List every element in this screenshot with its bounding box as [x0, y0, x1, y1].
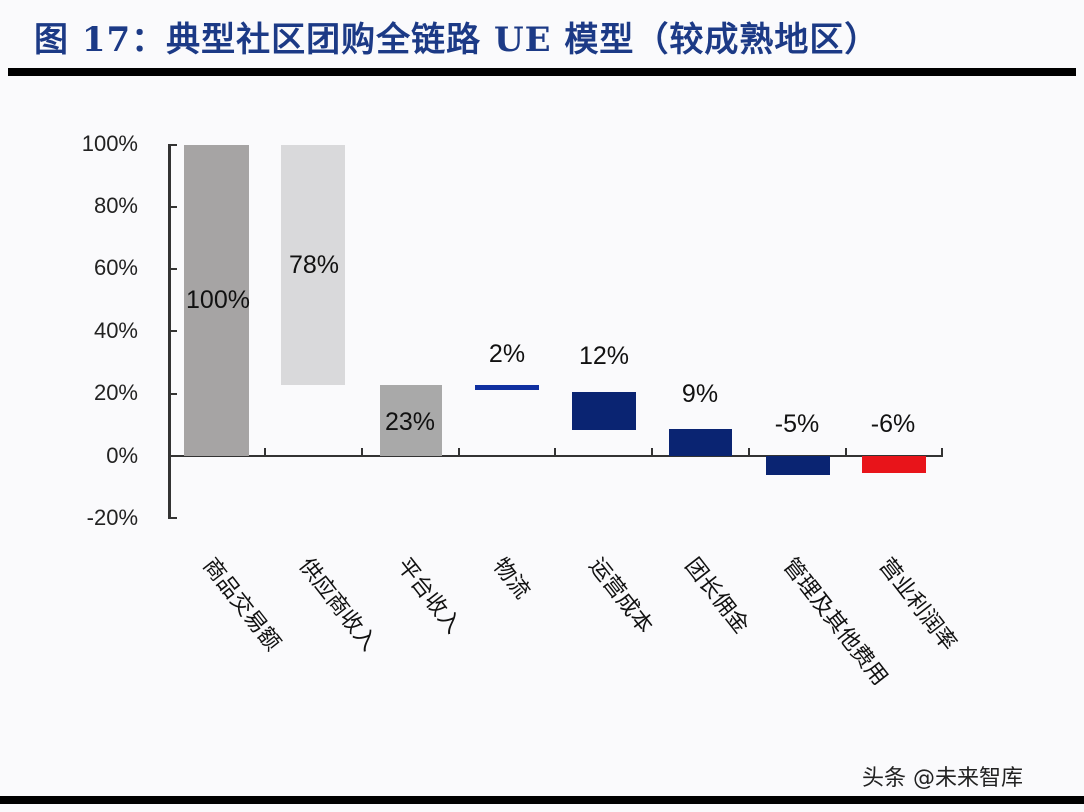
value-label: -5%: [774, 410, 820, 438]
category-label: 营业利润率: [873, 553, 962, 656]
category-label: 商品交易额: [197, 553, 286, 656]
bar-supplier-revenue: [281, 145, 345, 385]
bar-logistics: [475, 385, 539, 390]
y-tick-label: 40%: [93, 318, 138, 343]
y-tick-label: 60%: [93, 255, 138, 280]
value-label: 2%: [488, 340, 526, 368]
y-tick-label: 20%: [93, 380, 138, 405]
x-axis: [168, 455, 943, 457]
value-label: 78%: [288, 251, 340, 279]
y-tick: [168, 206, 177, 208]
y-tick-label: 80%: [93, 193, 138, 218]
y-tick-label: 0%: [106, 443, 138, 468]
category-label: 团长佣金: [679, 553, 754, 639]
x-tick: [458, 448, 460, 456]
y-tick: [168, 268, 177, 270]
bar-gmv: [184, 145, 249, 456]
value-label: 100%: [186, 286, 250, 314]
value-label: 12%: [578, 342, 630, 370]
title-divider: [8, 68, 1076, 76]
y-tick: [168, 517, 177, 519]
x-tick: [941, 448, 943, 456]
y-tick: [168, 144, 177, 146]
x-tick: [264, 448, 266, 456]
y-tick-label: 100%: [81, 131, 138, 156]
watermark: 头条 @未来智库: [862, 766, 1023, 791]
x-tick: [651, 448, 653, 456]
x-tick: [748, 448, 750, 456]
bar-leader-commission: [669, 429, 732, 456]
category-label: 供应商收入: [293, 553, 382, 656]
value-label: 9%: [681, 380, 719, 408]
x-tick: [845, 448, 847, 456]
y-tick: [168, 393, 177, 395]
bar-platform-revenue: [380, 385, 442, 456]
category-label: 运营成本: [583, 553, 658, 639]
x-tick: [361, 448, 363, 456]
chart-title: 图 17：典型社区团购全链路 UE 模型（较成熟地区）: [34, 20, 880, 60]
x-tick: [554, 448, 556, 456]
category-label: 物流: [487, 553, 535, 604]
y-tick-label: -20%: [86, 505, 138, 530]
category-label: 平台收入: [391, 553, 466, 639]
bar-operating-margin: [862, 456, 926, 473]
bar-operating-cost: [572, 392, 636, 430]
bottom-divider: [0, 796, 1084, 804]
y-tick: [168, 330, 177, 332]
bar-admin-other-expenses: [766, 456, 830, 475]
value-label: 23%: [384, 408, 436, 436]
value-label: -6%: [870, 410, 916, 438]
